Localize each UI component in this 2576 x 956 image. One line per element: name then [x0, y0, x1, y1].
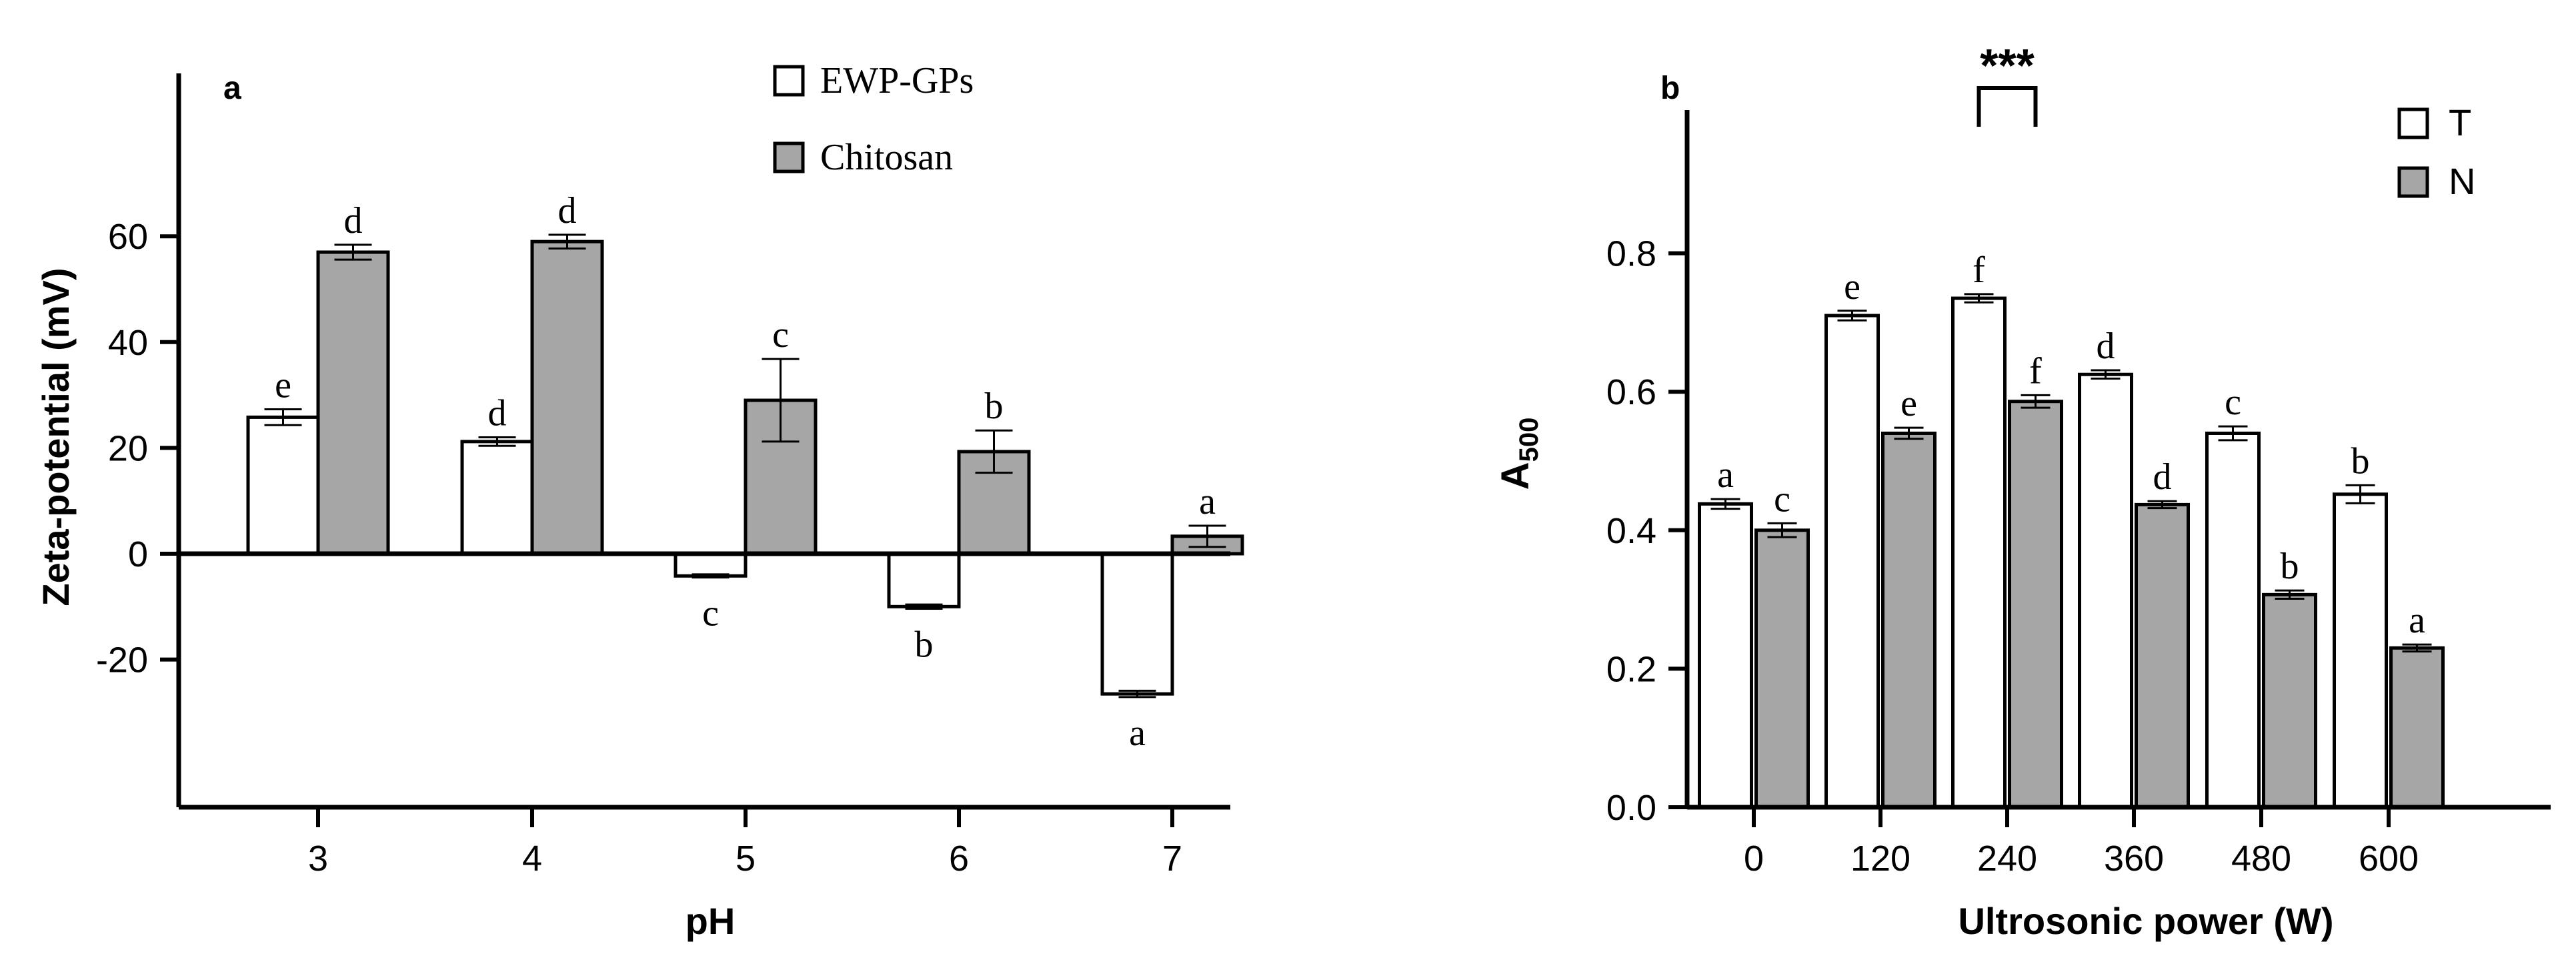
panel-b-significance-letter: a: [1717, 454, 1734, 496]
legend-label-ewp-gps: EWP-GPs: [820, 60, 974, 101]
panel-a-y-axis-label: Zeta-potential (mV): [35, 268, 77, 606]
panel-b-significance-letter: e: [1900, 383, 1917, 424]
panel-b-x-tick-label: 600: [2359, 839, 2419, 879]
panel-a-significance-letter: d: [344, 200, 363, 242]
panel-a-bar-ewp-gps: [887, 552, 961, 608]
panel-a-chart: -20 0 20 40 60 e d d d c c b b a a 3 4 5 6 7 a Zeta-poten…: [35, 60, 1244, 942]
panel-b-bar-t: [1824, 314, 1880, 809]
panel-b-bar-t: [2205, 431, 2261, 809]
panel-b-y-tick-label: 0.2: [1606, 649, 1656, 689]
panel-b-y-ticks: 0.0 0.2 0.4 0.6 0.8: [1606, 234, 1687, 828]
panel-b-label: b: [1660, 71, 1680, 106]
panel-a-bar-ewp-gps: [1100, 552, 1174, 696]
panel-b-significance-letter: e: [1844, 266, 1860, 308]
panel-b-x-tick-label: 0: [1744, 839, 1764, 879]
panel-b-bar-t: [2078, 372, 2133, 809]
panel-b-significance-letter: d: [2097, 326, 2115, 367]
panel-a-y-tick-label: -20: [96, 640, 148, 680]
panel-a-significance-letter: d: [558, 190, 577, 231]
significance-bracket-line: [1977, 86, 2038, 127]
panel-b-bar-n: [2008, 400, 2063, 809]
panel-b-x-tick-label: 360: [2104, 839, 2164, 879]
panel-b-significance-letter: d: [2153, 456, 2172, 498]
panel-b-significance-letter: a: [2409, 600, 2425, 641]
panel-a-x-tick-label: 6: [949, 839, 969, 879]
panel-a-significance-letter: c: [772, 314, 789, 356]
panel-b-significance-letter: f: [1973, 250, 1985, 291]
panel-a-bar-ewp-gps: [246, 415, 320, 556]
panel-b-significance-letter: c: [1774, 478, 1790, 520]
panel-b-x-axis-label: Ultrosonic power (W): [1958, 900, 2333, 942]
panel-a-y-tick-label: 0: [128, 534, 148, 574]
legend-label-n: N: [2449, 160, 2475, 202]
legend-swatch-ewp-gps: [773, 65, 805, 97]
panel-b-significance-letter: b: [2281, 546, 2299, 587]
panel-b-y-tick-label: 0.6: [1606, 372, 1656, 412]
panel-b-x-tick-label: 480: [2231, 839, 2291, 879]
legend-swatch-n: [2397, 166, 2429, 198]
panel-a-y-ticks: -20 0 20 40 60: [96, 217, 179, 680]
panel-a-y-tick-label: 60: [108, 217, 148, 257]
panel-b-bar-n: [2262, 592, 2317, 809]
panel-b-bar-t: [2333, 492, 2388, 809]
panel-a-x-tick-label: 4: [522, 839, 542, 879]
panel-b-significance-letter: c: [2225, 382, 2241, 423]
panel-a-bars: e d d d c c b b a a: [246, 190, 1244, 754]
legend-label-t: T: [2449, 101, 2471, 143]
panel-a-bar-chitosan: [530, 240, 604, 556]
panel-b-y-tick-label: 0.8: [1606, 234, 1656, 274]
panel-b-bar-t: [1698, 502, 1753, 809]
panel-a-x-tick-label: 3: [308, 839, 328, 879]
panel-a-significance-letter: a: [1199, 481, 1216, 522]
panel-b-y-tick-label: 0.4: [1606, 511, 1656, 551]
panel-b-x-ticks: 0 120 240 360 480 600: [1744, 807, 2419, 879]
panel-b-x-tick-label: 120: [1850, 839, 1910, 879]
panel-b-y-axis-label: A500: [1494, 418, 1544, 490]
panel-b-significance-letter: b: [2351, 440, 2370, 482]
panel-a-significance-letter: d: [488, 393, 507, 434]
panel-b-x-tick-label: 240: [1977, 839, 2037, 879]
panel-b-y-label-sub: 500: [1514, 418, 1544, 462]
panel-b-bar-n: [2389, 646, 2445, 809]
legend-swatch-chitosan: [773, 141, 805, 173]
panel-b-significance-letter: f: [2029, 350, 2042, 392]
panel-a-significance-letter: c: [702, 593, 719, 634]
panel-a-x-tick-label: 5: [736, 839, 756, 879]
panel-b-legend: T N: [2397, 101, 2475, 202]
panel-a-legend: EWP-GPs Chitosan: [773, 60, 974, 178]
panel-a-bar-ewp-gps: [674, 552, 748, 578]
panel-a-y-tick-label: 40: [108, 323, 148, 363]
panel-a-y-tick-label: 20: [108, 428, 148, 468]
panel-b-y-label-main: A: [1494, 462, 1537, 490]
panel-a-significance-letter: b: [915, 624, 934, 665]
panel-a-significance-letter: a: [1129, 712, 1146, 754]
panel-a-label: a: [223, 71, 241, 106]
panel-b-bar-n: [1881, 431, 1937, 809]
panel-b-bar-n: [1754, 528, 1810, 809]
legend-label-chitosan: Chitosan: [820, 137, 953, 178]
panel-a-bar-ewp-gps: [460, 440, 534, 556]
panel-a-bar-chitosan: [316, 250, 390, 556]
panel-a-x-tick-label: 7: [1162, 839, 1182, 879]
panel-a-x-ticks: 3 4 5 6 7: [308, 807, 1182, 879]
panel-a-significance-letter: e: [275, 365, 291, 406]
panel-b-bar-n: [2135, 502, 2190, 809]
significance-bracket: ***: [1977, 39, 2038, 127]
panel-b-bar-t: [1951, 296, 2007, 809]
legend-swatch-t: [2397, 107, 2429, 139]
panel-a-significance-letter: b: [985, 386, 1004, 427]
significance-stars: ***: [1980, 39, 2035, 91]
panel-a-x-axis-label: pH: [686, 900, 736, 942]
panel-b-y-tick-label: 0.0: [1606, 788, 1656, 828]
